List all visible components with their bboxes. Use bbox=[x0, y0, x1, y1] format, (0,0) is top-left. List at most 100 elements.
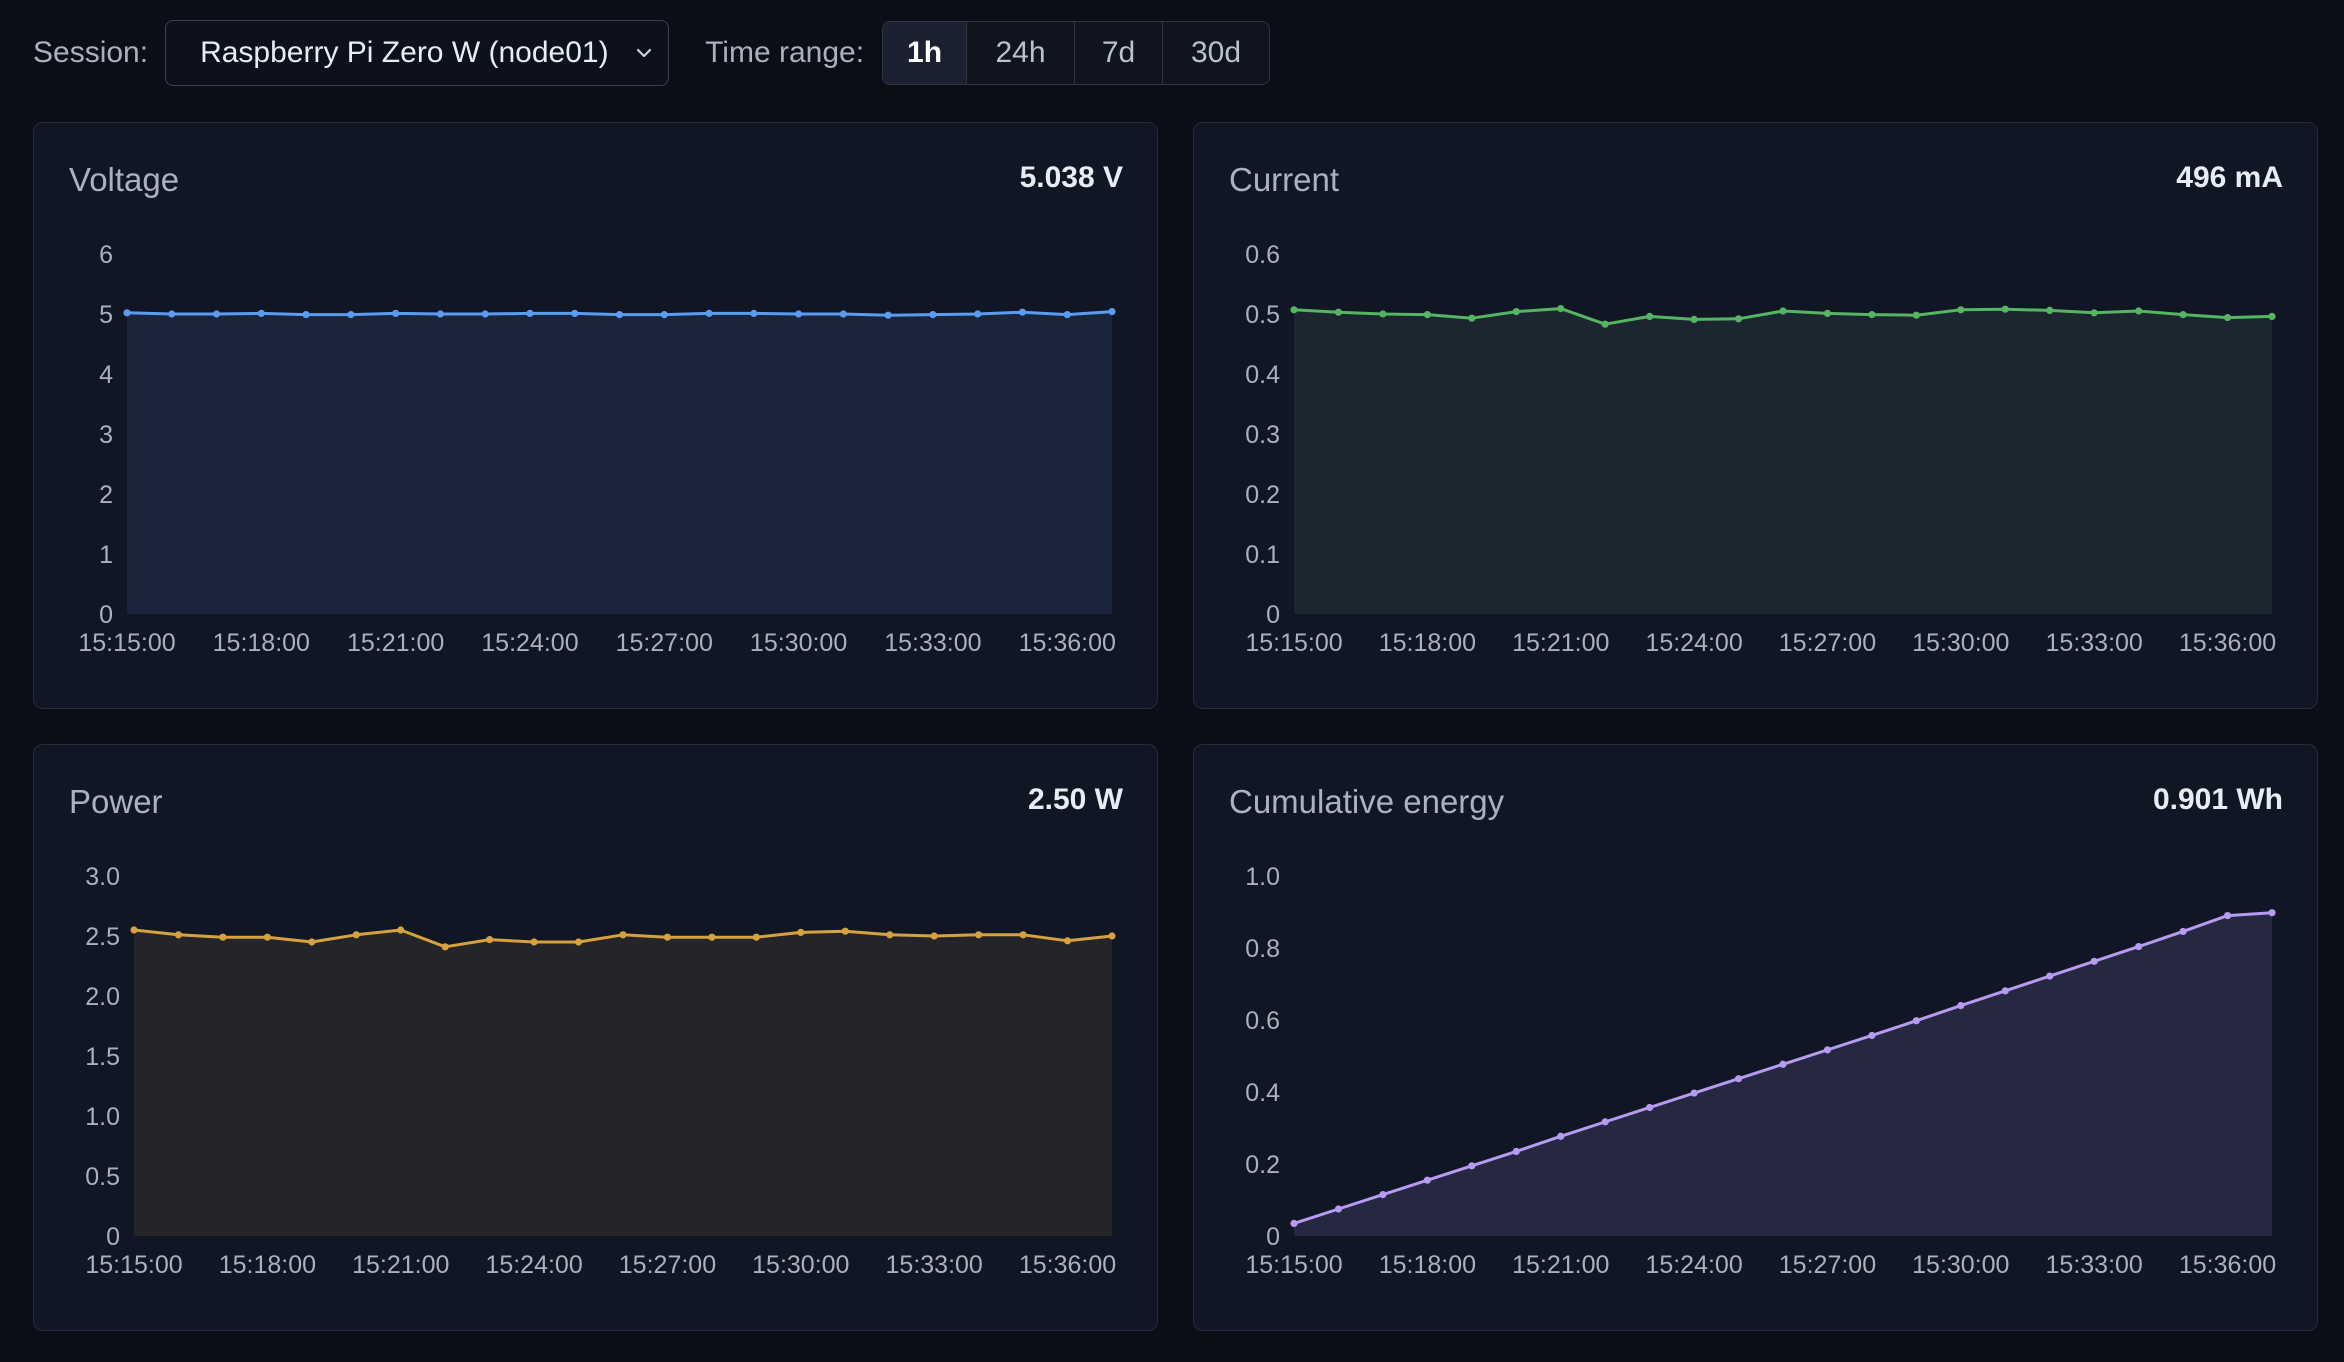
data-point bbox=[530, 938, 538, 946]
data-point bbox=[257, 309, 265, 317]
time-range-24h-button[interactable]: 24h bbox=[967, 22, 1076, 84]
y-tick-label: 0.4 bbox=[1245, 361, 1280, 389]
data-point bbox=[663, 933, 672, 941]
y-tick-label: 0 bbox=[1266, 601, 1280, 629]
data-point bbox=[797, 928, 805, 936]
x-tick-label: 15:36:00 bbox=[1019, 1251, 1116, 1279]
panel-current-value: 5.038 V bbox=[1019, 161, 1123, 194]
data-point bbox=[2223, 314, 2232, 322]
data-point bbox=[574, 938, 583, 946]
panel-title: Current bbox=[1229, 161, 1340, 198]
data-point bbox=[1468, 314, 1476, 322]
x-tick-label: 15:27:00 bbox=[616, 629, 713, 657]
x-tick-label: 15:30:00 bbox=[1912, 1251, 2009, 1279]
data-point bbox=[1779, 307, 1787, 315]
session-select[interactable]: Raspberry Pi Zero W (node01) bbox=[165, 20, 670, 86]
x-tick-label: 15:18:00 bbox=[219, 1251, 316, 1279]
data-point bbox=[975, 931, 983, 939]
y-tick-label: 0.2 bbox=[1245, 481, 1280, 509]
time-range-7d-button[interactable]: 7d bbox=[1075, 22, 1164, 84]
data-point bbox=[2046, 306, 2054, 314]
power-panel: Power 2.50 W 0 0.5 1.0 1.5 2.0 2.5 3.0 15:15:00… bbox=[33, 744, 1158, 1331]
data-point bbox=[436, 310, 445, 318]
y-tick-label: 2.5 bbox=[85, 923, 120, 951]
data-point bbox=[929, 311, 937, 319]
data-point bbox=[839, 310, 847, 318]
data-point bbox=[212, 310, 221, 318]
y-tick-label: 2.0 bbox=[85, 983, 120, 1011]
data-point bbox=[2268, 909, 2276, 917]
x-tick-label: 15:30:00 bbox=[1912, 629, 2009, 657]
panel-current-value: 0.901 Wh bbox=[2152, 783, 2283, 816]
time-range-30d-button[interactable]: 30d bbox=[1191, 36, 1242, 69]
y-tick-label: 0 bbox=[99, 601, 113, 629]
session-select-value: Raspberry Pi Zero W (node01) bbox=[200, 36, 609, 69]
x-tick-label: 15:18:00 bbox=[213, 629, 310, 657]
data-point bbox=[2223, 912, 2232, 920]
data-point bbox=[1868, 311, 1876, 319]
data-point bbox=[1823, 309, 1832, 317]
data-point bbox=[1512, 308, 1520, 316]
data-point bbox=[526, 309, 534, 317]
time-range-1h-button[interactable]: 1h bbox=[883, 22, 968, 84]
x-tick-label: 15:33:00 bbox=[2046, 1251, 2143, 1279]
data-point bbox=[1423, 311, 1431, 319]
panel-current-value: 496 mA bbox=[2176, 161, 2283, 194]
data-point bbox=[1601, 1118, 1609, 1126]
data-point bbox=[397, 926, 405, 934]
x-tick-label: 15:24:00 bbox=[485, 1251, 582, 1279]
data-point bbox=[219, 933, 227, 941]
data-point bbox=[708, 933, 716, 941]
data-point bbox=[2135, 942, 2143, 951]
x-tick-label: 15:30:00 bbox=[750, 629, 847, 657]
power-chart: 0 0.5 1.0 1.5 2.0 2.5 3.0 15:15:00 15:18:00 15:21… bbox=[85, 863, 1116, 1279]
data-point bbox=[1334, 308, 1343, 316]
data-point bbox=[571, 309, 579, 317]
data-point bbox=[130, 926, 138, 934]
time-range-segmented-control: 1h 24h 7d 30d bbox=[882, 21, 1271, 85]
data-point bbox=[1690, 315, 1698, 323]
data-point bbox=[1512, 1147, 1520, 1155]
x-tick-label: 15:21:00 bbox=[347, 629, 444, 657]
data-point bbox=[619, 931, 627, 939]
data-point bbox=[352, 931, 360, 939]
data-point bbox=[1290, 1219, 1298, 1227]
y-tick-label: 0 bbox=[106, 1223, 120, 1251]
data-point bbox=[481, 310, 489, 318]
y-tick-label: 0.5 bbox=[85, 1163, 120, 1191]
data-point bbox=[1063, 937, 1072, 945]
y-tick-label: 4 bbox=[99, 361, 113, 389]
area-fill bbox=[127, 311, 1112, 614]
data-point bbox=[1468, 1162, 1476, 1170]
x-tick-label: 15:15:00 bbox=[1245, 629, 1342, 657]
data-point bbox=[1018, 308, 1027, 316]
voltage-chart: 0 1 2 3 4 5 6 15:15:00 15:18:00 15:21:00 15:24:00 1… bbox=[78, 241, 1116, 657]
data-point bbox=[2135, 307, 2143, 315]
data-point bbox=[2179, 927, 2187, 936]
data-point bbox=[1734, 1075, 1743, 1083]
data-point bbox=[486, 936, 494, 944]
x-tick-label: 15:15:00 bbox=[85, 1251, 182, 1279]
x-tick-label: 15:33:00 bbox=[884, 629, 981, 657]
data-point bbox=[2090, 957, 2098, 965]
energy-chart: 0 0.2 0.4 0.6 0.8 1.0 15:15:00 15:18:00 15:21:00… bbox=[1245, 863, 2276, 1279]
data-point bbox=[615, 311, 624, 319]
data-point bbox=[660, 311, 668, 319]
data-point bbox=[1063, 311, 1071, 319]
y-tick-label: 0.5 bbox=[1245, 301, 1280, 329]
x-tick-label: 15:24:00 bbox=[481, 629, 578, 657]
data-point bbox=[263, 933, 271, 941]
data-point bbox=[1957, 1002, 1965, 1010]
data-point bbox=[1379, 310, 1387, 318]
x-tick-label: 15:15:00 bbox=[78, 629, 175, 657]
data-point bbox=[1379, 1191, 1387, 1199]
data-point bbox=[705, 309, 713, 317]
data-point bbox=[886, 931, 894, 939]
current-panel: Current 496 mA 0 0.1 0.2 0.3 0.4 0.5 0.6 15:15:… bbox=[1193, 122, 2318, 709]
data-point bbox=[441, 943, 449, 951]
data-point bbox=[1646, 1103, 1654, 1112]
x-tick-label: 15:27:00 bbox=[1779, 1251, 1876, 1279]
data-point bbox=[1868, 1031, 1876, 1040]
y-tick-label: 0.1 bbox=[1245, 541, 1280, 569]
data-point bbox=[1912, 311, 1920, 319]
